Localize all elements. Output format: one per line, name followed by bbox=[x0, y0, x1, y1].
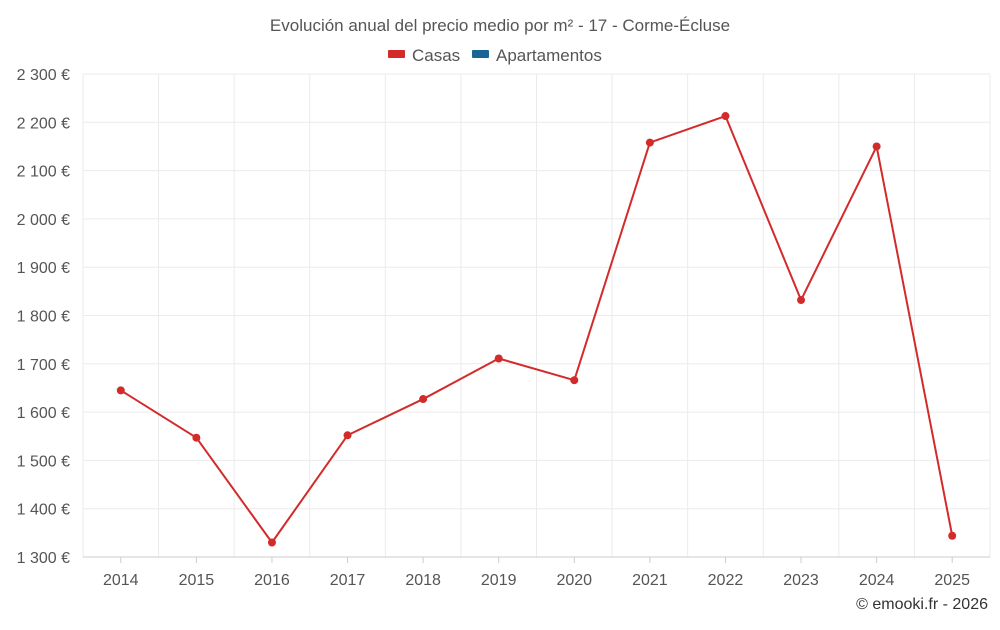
x-tick-label: 2025 bbox=[934, 572, 970, 589]
y-tick-label: 2 100 € bbox=[17, 164, 70, 181]
chart-title: Evolución anual del precio medio por m² … bbox=[270, 16, 730, 35]
x-tick-label: 2017 bbox=[330, 572, 366, 589]
y-tick-label: 1 500 € bbox=[17, 453, 70, 470]
data-point-casas[interactable] bbox=[645, 138, 654, 147]
x-tick-label: 2018 bbox=[405, 572, 441, 589]
x-tick-label: 2016 bbox=[254, 572, 290, 589]
legend-swatch-casas bbox=[388, 50, 405, 58]
series bbox=[116, 112, 957, 547]
data-point-casas[interactable] bbox=[343, 431, 352, 440]
y-tick-label: 2 300 € bbox=[17, 67, 70, 84]
x-tick-label: 2015 bbox=[179, 572, 215, 589]
axes: 1 300 € 1 400 € 1 500 € 1 600 € 1 700 € 1 800… bbox=[17, 67, 990, 589]
y-tick-label: 1 800 € bbox=[17, 309, 70, 326]
legend-label-casas[interactable]: Casas bbox=[412, 46, 460, 65]
x-tick-label: 2024 bbox=[859, 572, 895, 589]
data-point-casas[interactable] bbox=[267, 538, 276, 547]
x-tick-label: 2020 bbox=[556, 572, 592, 589]
y-tick-label: 1 300 € bbox=[17, 550, 70, 567]
legend: Casas Apartamentos bbox=[388, 46, 602, 65]
credit-text[interactable]: © emooki.fr - 2026 bbox=[856, 596, 988, 613]
x-tick-label: 2019 bbox=[481, 572, 517, 589]
data-point-casas[interactable] bbox=[948, 531, 957, 540]
y-tick-label: 1 400 € bbox=[17, 502, 70, 519]
x-tick-label: 2022 bbox=[708, 572, 744, 589]
y-tick-label: 1 900 € bbox=[17, 260, 70, 277]
x-tick-label: 2014 bbox=[103, 572, 139, 589]
data-point-casas[interactable] bbox=[797, 296, 806, 305]
data-point-casas[interactable] bbox=[419, 395, 428, 404]
x-tick-label: 2023 bbox=[783, 572, 819, 589]
x-tick-label: 2021 bbox=[632, 572, 668, 589]
data-point-casas[interactable] bbox=[116, 386, 125, 395]
y-tick-label: 1 700 € bbox=[17, 357, 70, 374]
legend-swatch-apartamentos bbox=[472, 50, 489, 58]
data-point-casas[interactable] bbox=[570, 376, 579, 385]
series-line-casas bbox=[120, 115, 954, 544]
data-point-casas[interactable] bbox=[721, 112, 730, 121]
y-tick-label: 2 000 € bbox=[17, 212, 70, 229]
grid bbox=[82, 73, 991, 557]
data-point-casas[interactable] bbox=[192, 433, 201, 442]
y-tick-label: 1 600 € bbox=[17, 405, 70, 422]
legend-label-apartamentos[interactable]: Apartamentos bbox=[496, 46, 602, 65]
y-tick-label: 2 200 € bbox=[17, 115, 70, 132]
data-point-casas[interactable] bbox=[872, 142, 881, 151]
data-point-casas[interactable] bbox=[494, 354, 503, 363]
